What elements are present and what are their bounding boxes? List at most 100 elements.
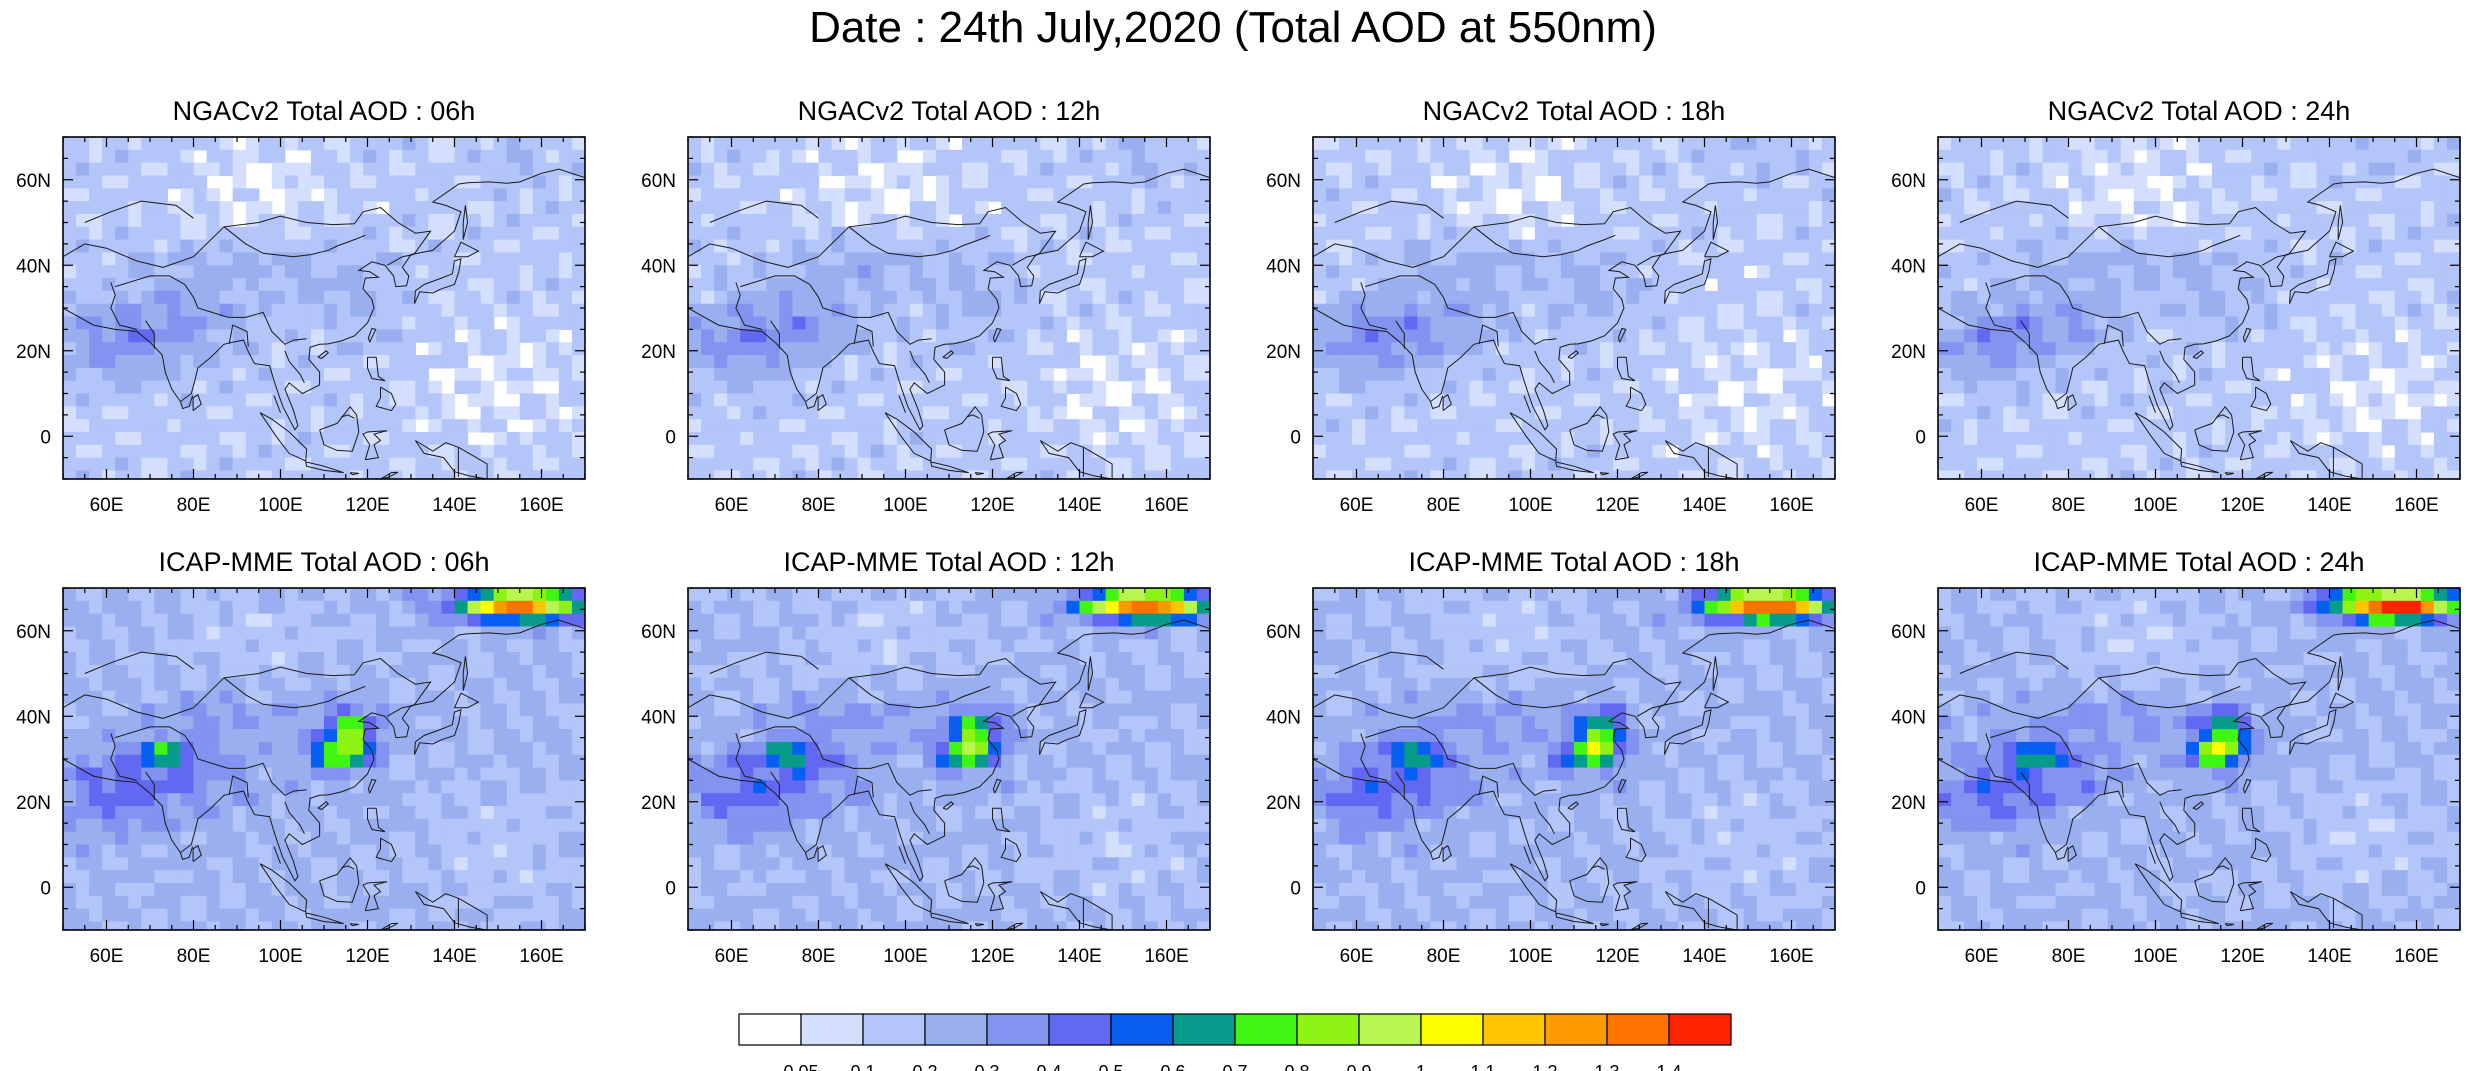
lon-tick-label: 140E <box>1057 946 1101 967</box>
lon-tick-label: 140E <box>1682 946 1726 967</box>
colorbar-swatch <box>1048 1013 1112 1046</box>
map-panel: NGACv2 Total AOD : 06h 60E 80E 100E 120E 140E… <box>16 96 586 516</box>
lon-tick-label: 140E <box>2307 495 2351 516</box>
map-panel: NGACv2 Total AOD : 18h 60E 80E 100E 120E 140E… <box>1266 96 1836 516</box>
lon-tick-label: 60E <box>90 495 124 516</box>
lat-tick-label: 40N <box>1266 707 1301 728</box>
lat-tick-label: 60N <box>1891 171 1926 192</box>
lon-tick-label: 140E <box>432 946 476 967</box>
lon-tick-label: 160E <box>2394 946 2438 967</box>
lon-tick-label: 60E <box>1340 495 1374 516</box>
colorbar-swatch <box>1482 1013 1546 1046</box>
lon-tick-label: 80E <box>2052 495 2086 516</box>
colorbar-label: 1.2 <box>1532 1062 1557 1071</box>
coastlines <box>1938 168 2460 479</box>
colorbar-label: 1.3 <box>1594 1062 1619 1071</box>
lon-tick-label: 160E <box>1769 495 1813 516</box>
colorbar-label: 1.1 <box>1470 1062 1495 1071</box>
aod-field <box>688 588 1210 930</box>
map-panel: ICAP-MME Total AOD : 06h 60E 80E 100E 120E 14… <box>16 547 586 967</box>
colorbar-label: 0.7 <box>1222 1062 1247 1071</box>
lat-tick-label: 0 <box>1290 427 1301 448</box>
lat-tick-label: 20N <box>641 342 676 363</box>
map-panel: ICAP-MME Total AOD : 24h 60E 80E 100E 120E 14… <box>1891 547 2461 967</box>
lat-tick-label: 0 <box>40 878 51 899</box>
colorbar-label: 0.2 <box>912 1062 937 1071</box>
colorbar-swatch <box>924 1013 988 1046</box>
aod-field <box>1938 137 2460 479</box>
lon-tick-label: 100E <box>2133 946 2177 967</box>
colorbar-swatch <box>1234 1013 1298 1046</box>
coastlines <box>1313 168 1835 479</box>
coastlines <box>1313 619 1835 930</box>
figure-title: Date : 24th July,2020 (Total AOD at 550n… <box>809 3 1657 52</box>
lat-tick-label: 60N <box>16 171 51 192</box>
lon-tick-label: 60E <box>1340 946 1374 967</box>
lon-tick-label: 160E <box>2394 495 2438 516</box>
coastlines <box>63 168 585 479</box>
lon-tick-label: 140E <box>2307 946 2351 967</box>
lat-tick-label: 20N <box>16 793 51 814</box>
lon-tick-label: 120E <box>1595 495 1639 516</box>
lon-tick-label: 160E <box>1144 946 1188 967</box>
colorbar: 0.05 0.1 0.2 0.3 0.4 0.5 0.6 0.7 0.8 0.9 1 1.1 1.2 1.… <box>738 1013 1732 1071</box>
lon-tick-label: 160E <box>1144 495 1188 516</box>
aod-field <box>1313 588 1835 930</box>
colorbar-label: 0.8 <box>1284 1062 1309 1071</box>
lon-tick-label: 80E <box>177 946 211 967</box>
panel-title: ICAP-MME Total AOD : 06h <box>158 547 489 577</box>
lat-tick-label: 60N <box>641 622 676 643</box>
lat-tick-label: 20N <box>1266 342 1301 363</box>
lon-tick-label: 140E <box>432 495 476 516</box>
panel-title: NGACv2 Total AOD : 24h <box>2048 96 2351 126</box>
lat-tick-label: 0 <box>40 427 51 448</box>
lon-tick-label: 120E <box>2220 946 2264 967</box>
colorbar-label: 1.4 <box>1656 1062 1681 1071</box>
lon-tick-label: 100E <box>2133 495 2177 516</box>
colorbar-label: 0.5 <box>1098 1062 1123 1071</box>
colorbar-label: 0.6 <box>1160 1062 1185 1071</box>
panel-title: NGACv2 Total AOD : 06h <box>173 96 476 126</box>
colorbar-swatch <box>986 1013 1050 1046</box>
colorbar-label: 0.4 <box>1036 1062 1061 1071</box>
lat-tick-label: 40N <box>16 707 51 728</box>
lat-tick-label: 40N <box>641 256 676 277</box>
lon-tick-label: 120E <box>970 495 1014 516</box>
colorbar-label: 1 <box>1416 1062 1426 1071</box>
lat-tick-label: 40N <box>1891 256 1926 277</box>
lon-tick-label: 80E <box>177 495 211 516</box>
coastlines <box>1938 619 2460 930</box>
map-panel: ICAP-MME Total AOD : 18h 60E 80E 100E 120E 14… <box>1266 547 1836 967</box>
aod-field <box>63 137 585 479</box>
colorbar-swatch <box>862 1013 926 1046</box>
map-panel: NGACv2 Total AOD : 24h 60E 80E 100E 120E 140E… <box>1891 96 2461 516</box>
lat-tick-label: 20N <box>1891 342 1926 363</box>
lat-tick-label: 60N <box>16 622 51 643</box>
lon-tick-label: 60E <box>90 946 124 967</box>
colorbar-swatch <box>1172 1013 1236 1046</box>
lon-tick-label: 60E <box>715 946 749 967</box>
lon-tick-label: 100E <box>258 946 302 967</box>
colorbar-swatch <box>1110 1013 1174 1046</box>
lat-tick-label: 40N <box>1266 256 1301 277</box>
panel-title: NGACv2 Total AOD : 18h <box>1423 96 1726 126</box>
coastlines <box>63 619 585 930</box>
lon-tick-label: 120E <box>970 946 1014 967</box>
colorbar-swatch <box>1358 1013 1422 1046</box>
lon-tick-label: 120E <box>1595 946 1639 967</box>
lat-tick-label: 20N <box>1891 793 1926 814</box>
lat-tick-label: 40N <box>641 707 676 728</box>
colorbar-swatch <box>800 1013 864 1046</box>
panel-title: ICAP-MME Total AOD : 12h <box>783 547 1114 577</box>
colorbar-swatch <box>1606 1013 1670 1046</box>
lon-tick-label: 80E <box>1427 946 1461 967</box>
aod-field <box>1313 137 1835 479</box>
lat-tick-label: 60N <box>1891 622 1926 643</box>
lon-tick-label: 120E <box>345 946 389 967</box>
lon-tick-label: 100E <box>883 495 927 516</box>
aod-field <box>1938 588 2460 930</box>
lon-tick-label: 140E <box>1682 495 1726 516</box>
colorbar-label: 0.1 <box>850 1062 875 1071</box>
lat-tick-label: 40N <box>1891 707 1926 728</box>
